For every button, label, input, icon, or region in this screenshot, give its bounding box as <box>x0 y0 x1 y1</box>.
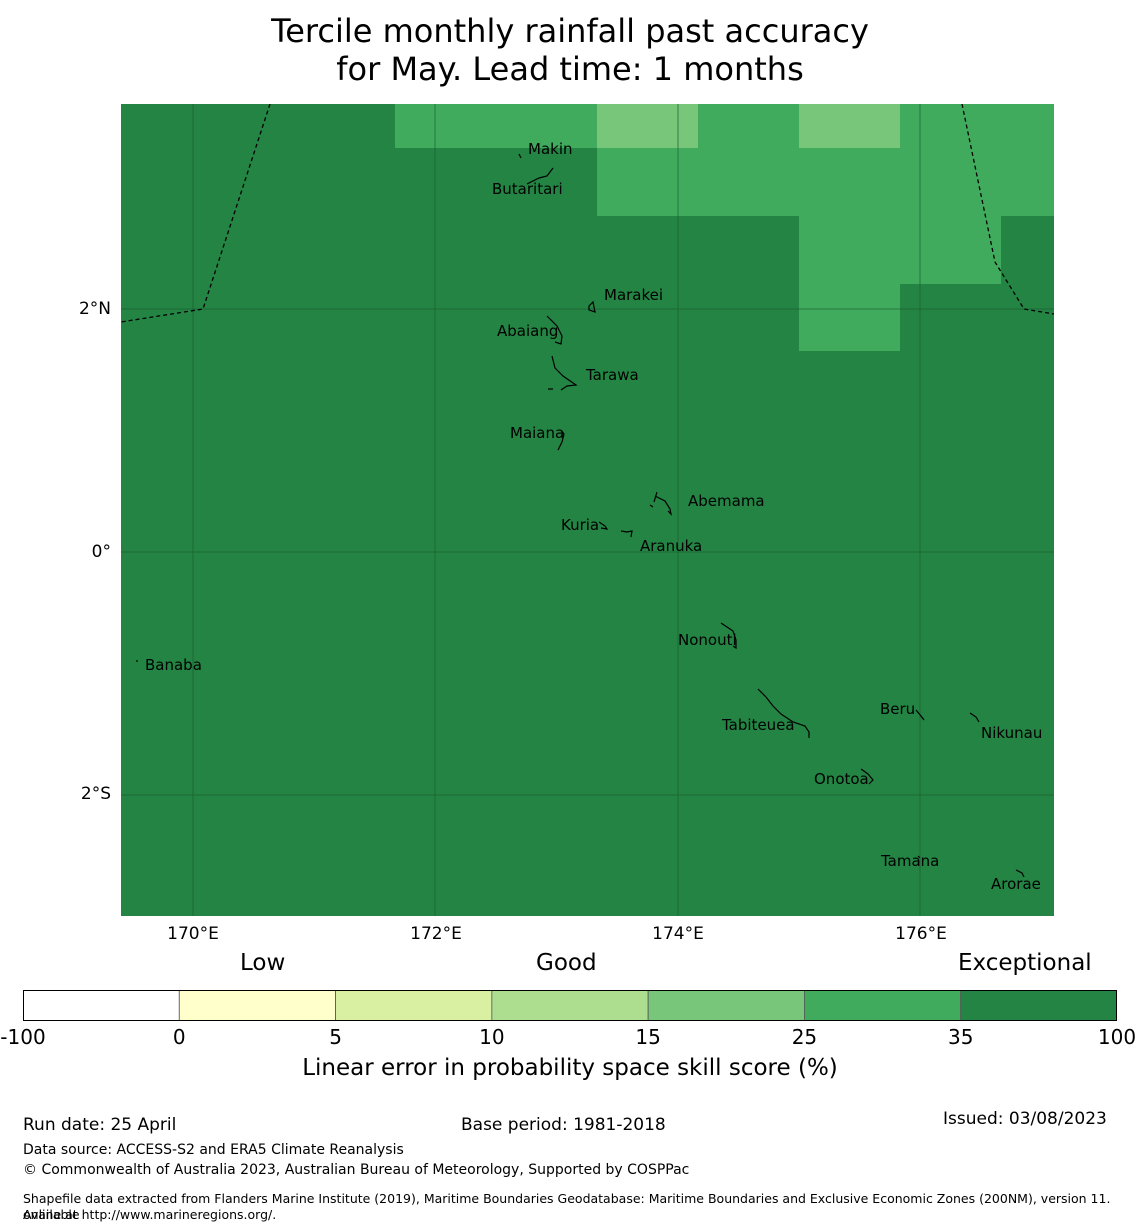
skill-cell <box>597 104 698 148</box>
lat-label-2n: 2°N <box>78 299 111 319</box>
island-tamana <box>917 855 921 859</box>
place-label: Kuria <box>561 516 599 534</box>
place-label: Arorae <box>991 875 1041 893</box>
colorbar-tick-label: 5 <box>329 1025 342 1049</box>
skill-cell <box>799 104 900 148</box>
lon-label-174e: 174°E <box>652 924 704 944</box>
issued-date: Issued: 03/08/2023 <box>943 1109 1107 1129</box>
place-label: Makin <box>528 140 573 158</box>
skill-cells-25-35 <box>395 104 1054 351</box>
island-makin <box>518 153 522 159</box>
island-beru <box>915 709 925 721</box>
place-label: Abaiang <box>497 322 558 340</box>
maritime-boundaries <box>121 104 1054 323</box>
colorbar-label: Linear error in probability space skill … <box>302 1055 838 1081</box>
colorbar-tick-label: 100 <box>1097 1025 1137 1049</box>
chart-title-line-2: for May. Lead time: 1 months <box>336 50 804 88</box>
colorbar <box>23 990 1117 1021</box>
place-label: Beru <box>880 700 915 718</box>
legend-exceptional-label: Exceptional <box>958 950 1092 976</box>
lat-label-0: 0° <box>91 542 111 562</box>
skill-cell <box>1001 216 1054 284</box>
eez-boundary-east <box>961 104 1054 315</box>
gridlines <box>121 104 1054 916</box>
eez-boundary-west <box>121 104 271 323</box>
colorbar-bin <box>804 990 962 1021</box>
colorbar-tick-label: 35 <box>947 1025 974 1049</box>
colorbar-bin <box>335 990 493 1021</box>
place-label: Abemama <box>688 492 765 510</box>
skill-cell <box>799 284 900 351</box>
chart-title-line-1: Tercile monthly rainfall past accuracy <box>271 12 869 50</box>
colorbar-tick-label: 10 <box>479 1025 505 1049</box>
island-outlines <box>136 153 1025 878</box>
lon-label-170e: 170°E <box>167 924 219 944</box>
colorbar-outline <box>23 990 1117 1021</box>
colorbar-tick-label: 0 <box>172 1025 186 1049</box>
island-aranuka <box>620 530 633 538</box>
colorbar-tick-label: 25 <box>791 1025 818 1049</box>
island-tabiteuea <box>757 688 810 738</box>
place-label: Banaba <box>145 656 202 674</box>
island-nonouti <box>720 622 737 650</box>
colorbar-bin <box>23 990 180 1021</box>
island-kuria <box>598 521 609 530</box>
place-label: Onotoa <box>814 770 869 788</box>
island-abemama-west <box>649 504 654 508</box>
skill-score-map: Makin Butaritari Marakei Abaiang Tarawa … <box>121 104 1054 916</box>
place-label: Tarawa <box>585 366 639 384</box>
shapefile-credit-line-2: online at http://www.marineregions.org/. <box>23 1207 277 1222</box>
island-tarawa <box>551 355 578 391</box>
colorbar-tick-label: 15 <box>635 1025 661 1049</box>
place-label: Marakei <box>604 286 663 304</box>
island-butaritari <box>526 167 554 185</box>
legend-low-label: Low <box>240 950 286 976</box>
skill-cell <box>799 216 1001 284</box>
colorbar-bin <box>647 990 805 1021</box>
copyright: © Commonwealth of Australia 2023, Austra… <box>23 1162 690 1178</box>
colorbar-bin <box>491 990 649 1021</box>
colorbar-bin <box>178 990 336 1021</box>
skill-cell <box>395 104 597 148</box>
island-abemama <box>653 491 672 516</box>
skill-cell <box>597 148 799 216</box>
lat-label-2s: 2°S <box>80 784 111 804</box>
island-arorae <box>1015 869 1025 878</box>
lon-label-176e: 176°E <box>895 924 947 944</box>
island-onotoa <box>860 768 874 785</box>
base-period: Base period: 1981-2018 <box>461 1115 666 1135</box>
place-label: Nonouti <box>678 631 737 649</box>
island-marakei <box>588 300 596 313</box>
shapefile-credit-line-1: Shapefile data extracted from Flanders M… <box>23 1191 1111 1222</box>
place-label: Aranuka <box>640 537 702 555</box>
skill-cells-15-25 <box>597 104 900 148</box>
island-maiana <box>557 429 565 451</box>
place-label: Butaritari <box>492 180 563 198</box>
legend-good-label: Good <box>536 950 597 976</box>
data-source: Data source: ACCESS-S2 and ERA5 Climate … <box>23 1142 404 1158</box>
place-label: Nikunau <box>981 724 1042 742</box>
place-label: Tamana <box>880 852 939 870</box>
place-label: Tabiteuea <box>721 716 795 734</box>
colorbar-tick-label: -100 <box>0 1025 46 1049</box>
lon-label-172e: 172°E <box>410 924 462 944</box>
place-labels: Makin Butaritari Marakei Abaiang Tarawa … <box>145 140 1042 893</box>
island-abaiang <box>546 315 563 345</box>
island-nikunau <box>969 712 980 723</box>
run-date: Run date: 25 April <box>23 1115 177 1135</box>
place-label: Maiana <box>510 424 564 442</box>
skill-cell <box>698 104 799 148</box>
colorbar-bin <box>960 990 1117 1021</box>
